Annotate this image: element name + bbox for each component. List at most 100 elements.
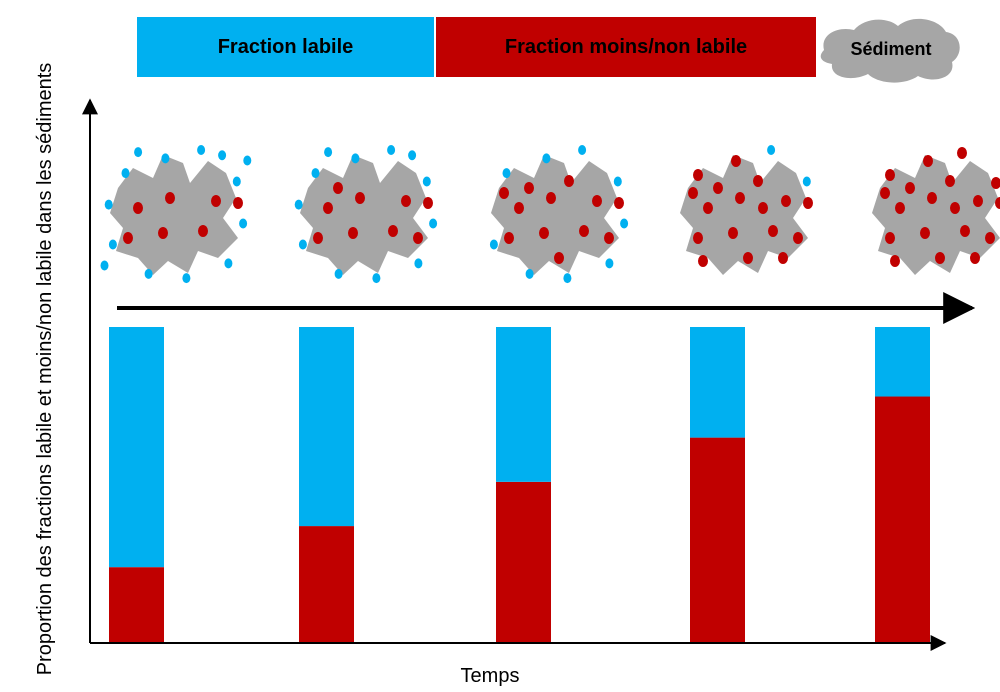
non-labile-dot	[973, 195, 983, 207]
labile-dot	[108, 239, 117, 250]
labile-dot	[414, 258, 423, 269]
bar-non-labile-3	[496, 481, 551, 643]
non-labile-dot	[554, 252, 564, 264]
labile-dot	[802, 176, 811, 187]
labile-dot	[334, 268, 343, 279]
non-labile-dot	[698, 255, 708, 267]
non-labile-dot	[388, 225, 398, 237]
labile-dot	[239, 218, 248, 229]
non-labile-dot	[564, 175, 574, 187]
non-labile-dot	[504, 232, 514, 244]
non-labile-dot	[198, 225, 208, 237]
non-labile-dot	[803, 197, 813, 209]
labile-dot	[578, 145, 587, 155]
labile-dot	[232, 176, 241, 187]
labile-dot	[767, 145, 776, 155]
labile-dot	[161, 153, 170, 164]
non-labile-dot	[758, 202, 768, 214]
sediment-particle	[300, 155, 428, 275]
labile-dot	[182, 273, 191, 284]
non-labile-dot	[885, 232, 895, 244]
labile-dot	[311, 168, 320, 179]
legend-sediment-label: Sédiment	[850, 39, 932, 59]
labile-dot	[224, 258, 233, 269]
non-labile-dot	[985, 232, 995, 244]
non-labile-dot	[890, 255, 900, 267]
non-labile-dot	[165, 192, 175, 204]
non-labile-dot	[348, 227, 358, 239]
non-labile-dot	[413, 232, 423, 244]
bar-labile-1	[109, 327, 164, 568]
bar-labile-5	[875, 327, 930, 397]
bar-non-labile-5	[875, 396, 930, 643]
non-labile-dot	[995, 197, 1000, 209]
non-labile-dot	[753, 175, 763, 187]
labile-dot	[542, 153, 551, 164]
non-labile-dot	[880, 187, 890, 199]
labile-dot	[605, 258, 614, 269]
sediment-illustrations	[100, 145, 1000, 284]
bar-labile-2	[299, 327, 354, 527]
non-labile-dot	[713, 182, 723, 194]
labile-dot	[104, 199, 113, 210]
labile-dot	[502, 168, 511, 179]
non-labile-dot	[688, 187, 698, 199]
labile-dot	[525, 268, 534, 279]
non-labile-dot	[703, 202, 713, 214]
non-labile-dot	[592, 195, 602, 207]
labile-dot	[387, 145, 396, 155]
non-labile-dot	[499, 187, 509, 199]
non-labile-dot	[133, 202, 143, 214]
non-labile-dot	[323, 202, 333, 214]
labile-dot	[324, 147, 333, 158]
non-labile-dot	[693, 169, 703, 181]
sediment-illustration-1	[100, 145, 252, 284]
labile-dot	[351, 153, 360, 164]
non-labile-dot	[735, 192, 745, 204]
non-labile-dot	[778, 252, 788, 264]
sediment-illustration-5	[872, 147, 1000, 275]
non-labile-dot	[731, 155, 741, 167]
bar-non-labile-1	[109, 567, 164, 643]
non-labile-dot	[905, 182, 915, 194]
labile-dot	[422, 176, 431, 187]
non-labile-dot	[693, 232, 703, 244]
labile-dot	[563, 273, 572, 284]
non-labile-dot	[923, 155, 933, 167]
y-axis-label: Proportion des fractions labile et moins…	[34, 62, 56, 676]
sediment-illustration-2	[294, 145, 438, 284]
labile-dot	[243, 155, 252, 166]
non-labile-dot	[935, 252, 945, 264]
labile-dot	[218, 150, 227, 161]
non-labile-dot	[970, 252, 980, 264]
labile-dot	[408, 150, 417, 161]
non-labile-dot	[423, 197, 433, 209]
x-axis-label: Temps	[460, 665, 520, 687]
non-labile-dot	[957, 147, 967, 159]
sediment-particle	[680, 155, 808, 275]
non-labile-dot	[927, 192, 937, 204]
labile-dot	[489, 239, 498, 250]
labile-dot	[294, 199, 303, 210]
non-labile-dot	[950, 202, 960, 214]
bar-labile-3	[496, 327, 551, 482]
non-labile-dot	[945, 175, 955, 187]
non-labile-dot	[614, 197, 624, 209]
non-labile-dot	[211, 195, 221, 207]
non-labile-dot	[514, 202, 524, 214]
legend-labile: Fraction labile	[137, 17, 434, 77]
non-labile-dot	[728, 227, 738, 239]
sediment-illustration-4	[680, 145, 813, 275]
non-labile-dot	[960, 225, 970, 237]
non-labile-dot	[604, 232, 614, 244]
labile-dot	[144, 268, 153, 279]
non-labile-dot	[781, 195, 791, 207]
labile-dot	[134, 147, 143, 158]
non-labile-dot	[546, 192, 556, 204]
non-labile-dot	[313, 232, 323, 244]
non-labile-dot	[401, 195, 411, 207]
non-labile-dot	[333, 182, 343, 194]
sediment-particle	[872, 155, 1000, 275]
labile-dot	[613, 176, 622, 187]
